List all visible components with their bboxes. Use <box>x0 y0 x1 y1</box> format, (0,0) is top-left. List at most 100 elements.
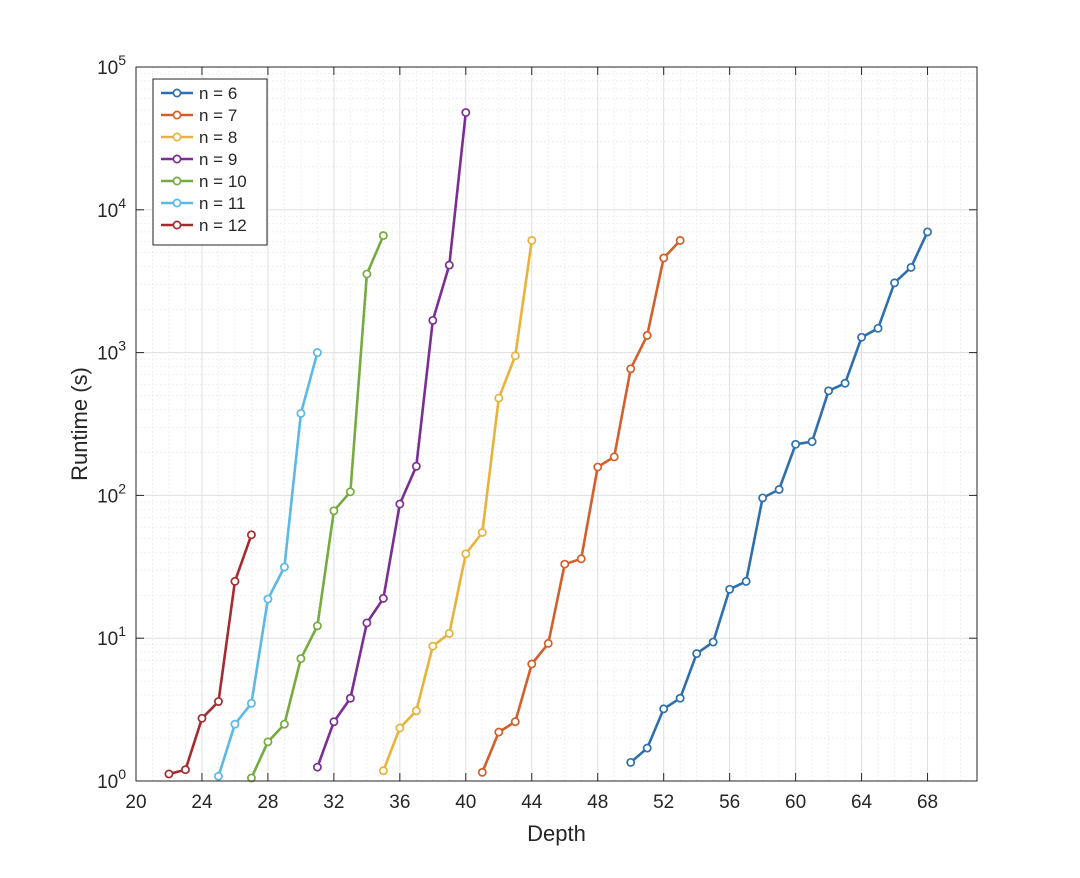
x-axis-title: Depth <box>527 821 586 846</box>
data-point <box>296 408 306 418</box>
data-point <box>890 278 899 288</box>
data-point <box>593 462 603 472</box>
data-point <box>477 528 487 537</box>
y-axis-title: Runtime (s) <box>67 367 92 481</box>
data-point <box>659 253 669 263</box>
data-point <box>395 499 405 509</box>
legend-item: n = 10 <box>161 172 247 191</box>
data-point <box>758 493 768 503</box>
data-point <box>296 654 306 664</box>
x-tick-label: 56 <box>719 792 740 813</box>
data-point <box>164 769 174 779</box>
y-tick-label: 105 <box>97 52 126 79</box>
x-tick-label: 60 <box>785 792 806 813</box>
data-point <box>659 704 669 714</box>
data-point <box>197 713 207 723</box>
minor-grid <box>136 67 977 781</box>
series-layer <box>164 108 932 783</box>
legend-marker <box>172 132 182 142</box>
data-point <box>444 628 454 638</box>
data-point <box>395 723 405 733</box>
data-point <box>807 437 817 447</box>
data-point <box>263 594 273 604</box>
legend-marker <box>172 220 182 230</box>
data-point <box>527 659 537 669</box>
data-point <box>279 562 289 572</box>
data-point <box>411 461 421 471</box>
legend-marker <box>172 176 182 186</box>
data-point <box>626 757 636 767</box>
data-point <box>362 618 372 628</box>
plot-area-background <box>136 67 977 781</box>
data-point <box>675 693 685 703</box>
legend-item: n = 9 <box>161 150 237 169</box>
legend-item: n = 7 <box>161 106 237 125</box>
data-point <box>642 743 652 753</box>
x-tick-label: 44 <box>521 792 543 813</box>
data-point <box>642 330 652 340</box>
data-point <box>527 236 537 245</box>
y-tick-label: 101 <box>97 623 126 650</box>
data-point <box>246 773 256 783</box>
data-point <box>494 727 504 737</box>
legend-box <box>152 78 268 246</box>
data-point <box>873 323 883 333</box>
data-point <box>626 364 636 374</box>
data-point <box>741 576 751 586</box>
data-point <box>378 231 388 241</box>
data-point <box>494 393 504 403</box>
data-point <box>461 549 471 559</box>
data-point <box>461 108 471 117</box>
data-point <box>230 576 240 586</box>
x-tick-label: 32 <box>323 792 344 813</box>
data-point <box>246 530 256 540</box>
legend-label: n = 8 <box>199 128 237 147</box>
y-tick-label: 100 <box>97 766 126 793</box>
x-tick-label: 36 <box>389 792 410 813</box>
data-point <box>312 762 322 772</box>
data-point <box>181 765 190 775</box>
plot-area-frame <box>135 66 978 782</box>
x-tick-label: 48 <box>587 792 608 813</box>
data-point <box>312 348 322 358</box>
data-point <box>230 719 240 729</box>
y-tick-label: 102 <box>97 480 126 507</box>
legend: n = 6 n = 7 n = 8 n = 9 n = 10 n = 11 n = 12 <box>152 78 268 246</box>
x-tick-label: 40 <box>455 792 476 813</box>
series-line <box>382 239 534 773</box>
series-n-6 <box>626 227 932 767</box>
major-grid <box>136 67 977 781</box>
y-tick-label: 103 <box>97 338 126 365</box>
data-point <box>345 487 355 497</box>
x-axis-ticks: 20 24 28 32 36 40 44 48 52 56 60 64 68 <box>125 67 938 813</box>
legend-marker <box>172 110 182 120</box>
series-n-8 <box>378 236 537 776</box>
data-point <box>857 332 867 342</box>
legend-label: n = 11 <box>199 194 245 213</box>
data-point <box>923 227 932 237</box>
legend-marker <box>172 154 182 164</box>
legend-label: n = 7 <box>199 106 237 125</box>
data-point <box>312 621 322 631</box>
series-n-7 <box>477 236 685 777</box>
y-tick-label: 104 <box>97 195 126 222</box>
series-n-9 <box>312 108 471 772</box>
legend-label: n = 12 <box>199 216 247 235</box>
series-line <box>316 111 468 769</box>
data-point <box>428 315 438 325</box>
series-n-10 <box>246 231 388 783</box>
data-point <box>246 698 256 708</box>
data-point <box>543 638 553 648</box>
legend-item: n = 8 <box>161 128 237 147</box>
legend-item: n = 6 <box>161 84 237 103</box>
x-tick-label: 28 <box>257 792 278 813</box>
data-point <box>510 717 520 727</box>
y-axis-ticks: 100 101 102 103 104 105 <box>97 52 977 793</box>
legend-marker <box>172 198 182 208</box>
x-tick-label: 24 <box>191 792 213 813</box>
data-point <box>609 452 619 462</box>
series-n-12 <box>164 530 256 779</box>
data-point <box>725 584 735 594</box>
legend-label: n = 6 <box>199 84 237 103</box>
data-point <box>576 554 586 564</box>
